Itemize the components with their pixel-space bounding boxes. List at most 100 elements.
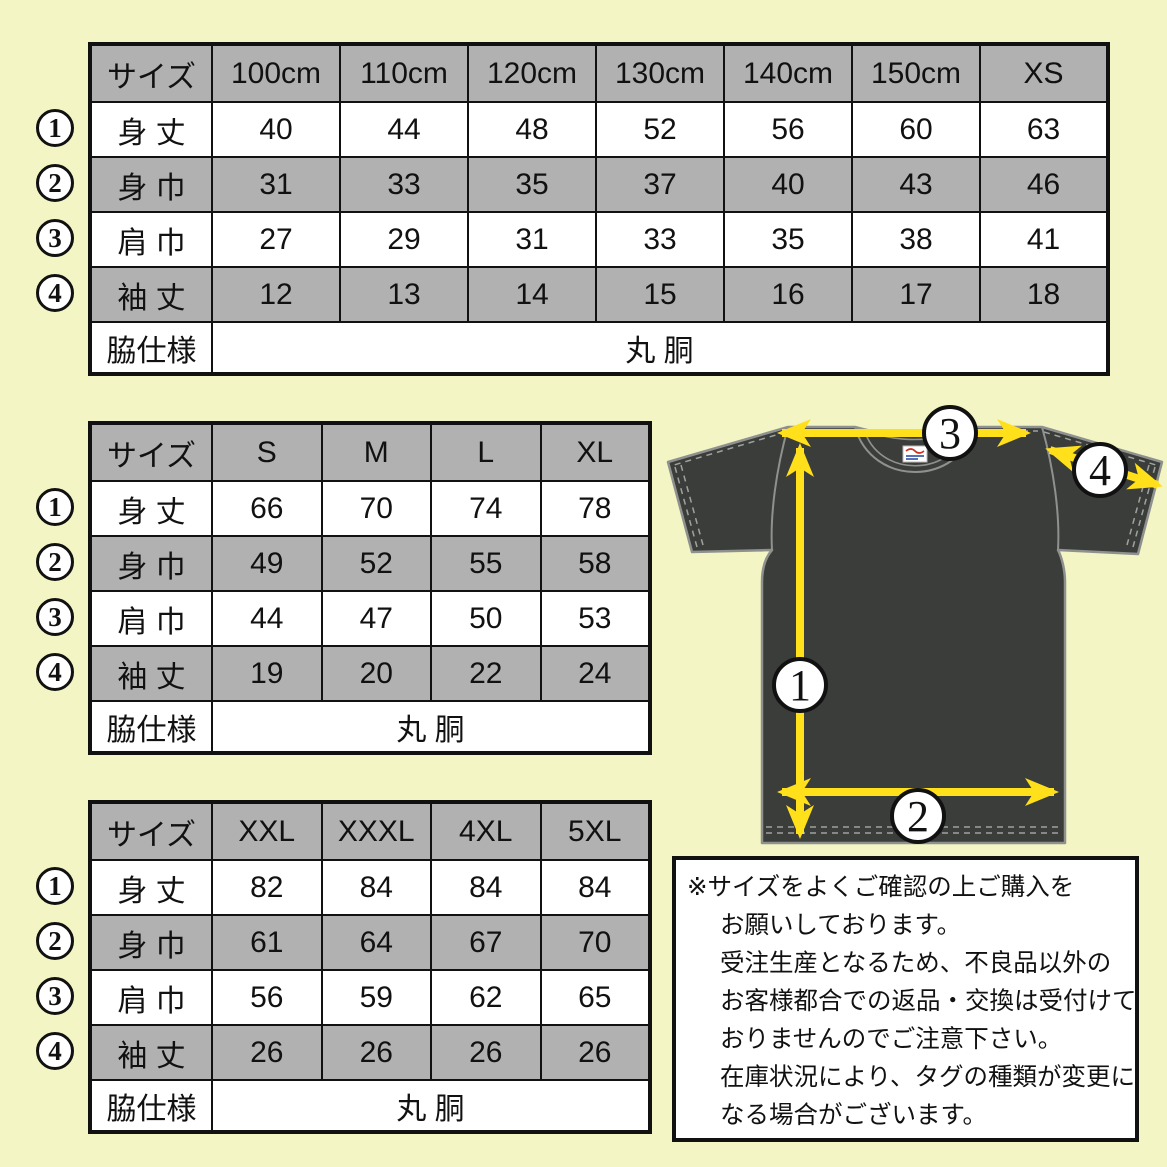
size-header-label: サイズ: [89, 801, 213, 861]
notice-line: お願いしております。: [720, 912, 962, 939]
table-footer-row: 脇仕様丸 胴: [89, 1079, 651, 1133]
measure-value: 48: [467, 101, 597, 158]
measure-value: 52: [320, 535, 432, 592]
table-row: 肩 巾 27 29 31 33 35 38 41: [89, 211, 1109, 268]
measure-value: 22: [430, 645, 542, 702]
measure-label: 肩 巾: [89, 590, 213, 647]
svg-text:3: 3: [939, 409, 961, 458]
measure-value: 26: [320, 1024, 432, 1081]
side-spec-label: 脇仕様: [89, 321, 213, 375]
size-table-s-xl: サイズ S M L XL 身 丈 66 70 74 78 身 巾 49 52 55 58 肩 巾 44 47 50 5…: [88, 421, 652, 755]
measure-value: 63: [979, 101, 1109, 158]
size-column-header: XS: [979, 43, 1109, 103]
notice-line: なる場合がございます。: [720, 1102, 988, 1129]
diagram-badge-3: 3: [922, 405, 978, 461]
row-marker-3: 3: [36, 598, 74, 636]
row-marker-2: 2: [36, 164, 74, 202]
diagram-badge-2: 2: [890, 788, 946, 844]
measure-value: 24: [539, 645, 651, 702]
measure-value: 84: [320, 859, 432, 916]
size-table-wrap-xxl-5xl: 1 2 3 4 サイズ XXL XXXL 4XL 5XL 身 丈 82 84 84 84 身 巾 61 64 67…: [36, 800, 652, 1134]
measure-label: 身 丈: [89, 859, 213, 916]
measure-value: 26: [430, 1024, 542, 1081]
measure-value: 49: [211, 535, 323, 592]
measure-value: 40: [723, 156, 853, 213]
brand-tag: [902, 445, 928, 463]
measure-value: 64: [320, 914, 432, 971]
measure-value: 35: [467, 156, 597, 213]
measure-value: 43: [851, 156, 981, 213]
table-row: 身 巾 31 33 35 37 40 43 46: [89, 156, 1109, 213]
measure-value: 12: [211, 266, 341, 323]
measure-value: 46: [979, 156, 1109, 213]
measure-value: 70: [320, 480, 432, 537]
measure-value: 66: [211, 480, 323, 537]
measure-value: 52: [595, 101, 725, 158]
measure-value: 33: [595, 211, 725, 268]
measure-value: 84: [539, 859, 651, 916]
measure-value: 82: [211, 859, 323, 916]
purchase-notice-box: ※サイズをよくご確認の上ご購入を お願いしております。 受注生産となるため、不良品以…: [672, 856, 1139, 1142]
measure-label: 袖 丈: [89, 1024, 213, 1081]
svg-text:1: 1: [789, 661, 811, 710]
measure-value: 67: [430, 914, 542, 971]
size-column-header: M: [320, 422, 432, 482]
table-row: 袖 丈 12 13 14 15 16 17 18: [89, 266, 1109, 323]
measure-value: 50: [430, 590, 542, 647]
size-table-xxl-5xl: サイズ XXL XXXL 4XL 5XL 身 丈 82 84 84 84 身 巾 61 64 67 70 肩 …: [88, 800, 652, 1134]
side-spec-label: 脇仕様: [89, 700, 213, 754]
measure-value: 31: [211, 156, 341, 213]
measure-value: 35: [723, 211, 853, 268]
measure-label: 袖 丈: [89, 645, 213, 702]
tshirt-diagram: 1 2 3 4: [666, 405, 1164, 845]
side-spec-value: 丸 胴: [211, 1079, 651, 1133]
measure-value: 17: [851, 266, 981, 323]
table-row: 身 丈 82 84 84 84: [89, 859, 651, 916]
size-column-header: 100cm: [211, 43, 341, 103]
measure-label: 身 丈: [89, 480, 213, 537]
notice-line: お客様都合での返品・交換は受付けて: [720, 988, 1137, 1015]
measure-value: 53: [539, 590, 651, 647]
row-marker-4: 4: [36, 274, 74, 312]
table-footer-row: 脇仕様丸 胴: [89, 700, 651, 754]
measure-label: 身 巾: [89, 156, 213, 213]
measure-value: 18: [979, 266, 1109, 323]
measure-value: 44: [211, 590, 323, 647]
size-column-header: 150cm: [851, 43, 981, 103]
size-table-wrap-kids: 1 2 3 4 サイズ 100cm 110cm 120cm 130cm 140cm 150cm XS 身…: [36, 42, 1110, 376]
size-header-label: サイズ: [89, 422, 213, 482]
measure-value: 55: [430, 535, 542, 592]
table-row: 肩 巾 44 47 50 53: [89, 590, 651, 647]
measure-value: 70: [539, 914, 651, 971]
size-column-header: S: [211, 422, 323, 482]
table-row: 身 丈 66 70 74 78: [89, 480, 651, 537]
row-marker-2: 2: [36, 922, 74, 960]
measure-value: 20: [320, 645, 432, 702]
row-marker-3: 3: [36, 219, 74, 257]
size-table-wrap-s-xl: 1 2 3 4 サイズ S M L XL 身 丈 66 70 74 78 身 巾 49 52 55 58 肩 巾 44 4…: [36, 421, 652, 755]
row-marker-3: 3: [36, 977, 74, 1015]
side-spec-value: 丸 胴: [211, 700, 651, 754]
measure-value: 44: [339, 101, 469, 158]
measure-value: 62: [430, 969, 542, 1026]
size-column-header: XL: [539, 422, 651, 482]
size-column-header: 120cm: [467, 43, 597, 103]
measure-value: 47: [320, 590, 432, 647]
measure-value: 74: [430, 480, 542, 537]
table-row: 袖 丈 26 26 26 26: [89, 1024, 651, 1081]
diagram-badge-4: 4: [1072, 442, 1128, 498]
svg-text:4: 4: [1089, 446, 1111, 495]
measure-value: 41: [979, 211, 1109, 268]
row-marker-4: 4: [36, 1032, 74, 1070]
table-row: 身 巾 61 64 67 70: [89, 914, 651, 971]
sleeve-seam-right: [1041, 426, 1060, 551]
size-header-label: サイズ: [89, 43, 213, 103]
measure-value: 84: [430, 859, 542, 916]
measure-value: 56: [211, 969, 323, 1026]
size-column-header: XXXL: [320, 801, 432, 861]
measure-value: 61: [211, 914, 323, 971]
size-column-header: XXL: [211, 801, 323, 861]
measure-value: 37: [595, 156, 725, 213]
side-spec-value: 丸 胴: [211, 321, 1109, 375]
